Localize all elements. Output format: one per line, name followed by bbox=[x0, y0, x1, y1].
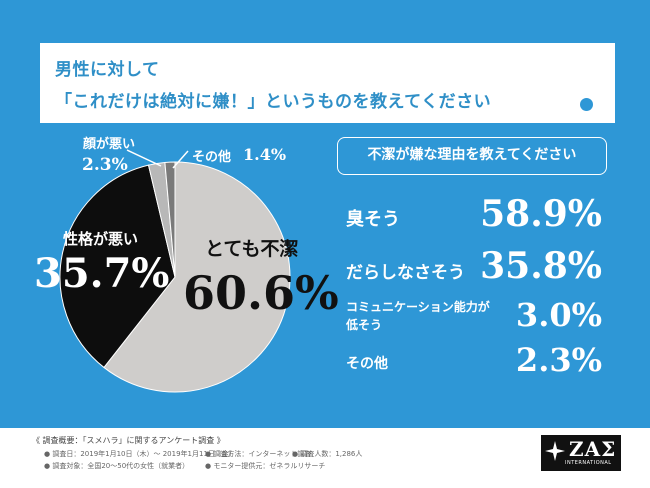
title-box: 男性に対して 「これだけは絶対に嫌！」というものを教えてください bbox=[40, 43, 615, 123]
slice-label-dirty: とても不潔 bbox=[205, 238, 299, 260]
reason-heading: 不潔が嫌な理由を教えてください bbox=[337, 137, 607, 175]
reason-label-communication: コミュニケーション能力が bbox=[346, 300, 490, 314]
slice-label-face: 顔が悪い bbox=[83, 137, 136, 152]
logo-star-icon bbox=[545, 441, 565, 461]
logo-subtext: INTERNATIONAL bbox=[565, 460, 612, 466]
pie-slice-other bbox=[164, 161, 176, 278]
reason-label-other: その他 bbox=[346, 356, 388, 372]
reason-label-sloppy: だらしなさそう bbox=[346, 263, 465, 283]
leader-line-other bbox=[172, 150, 189, 169]
footer-date: ● 調査日：2019年1月10日（木）～ 2019年1月11日（金） bbox=[44, 450, 236, 458]
pie-slice-personality bbox=[59, 164, 176, 369]
reason-value-communication: 3.0% bbox=[515, 296, 602, 334]
company-logo: ZAΣ INTERNATIONAL bbox=[541, 435, 621, 471]
slice-value-face: 2.3% bbox=[82, 155, 128, 175]
title-line-2: 「これだけは絶対に嫌！」というものを教えてください bbox=[55, 92, 492, 112]
slice-label-personality: 性格が悪い bbox=[63, 230, 139, 248]
footer-count: ● 調査人数：1,286人 bbox=[292, 450, 363, 458]
footer-method: ● 調査方法：インターネット調査 bbox=[205, 450, 312, 458]
reason-value-other: 2.3% bbox=[515, 341, 602, 379]
logo-text: ZAΣ bbox=[569, 437, 617, 461]
slice-value-other: 1.4% bbox=[243, 145, 287, 164]
reason-value-smell: 58.9% bbox=[480, 193, 602, 235]
slice-value-personality: 35.7% bbox=[34, 250, 170, 297]
footer-title: 《 調査概要：「スメハラ」に関するアンケート調査 》 bbox=[32, 436, 225, 445]
footer-target: ● 調査対象：全国20〜50代の女性（就業者） bbox=[44, 462, 190, 470]
title-line-1: 男性に対して bbox=[55, 60, 160, 80]
slice-label-other: その他 bbox=[192, 150, 232, 165]
reason-value-sloppy: 35.8% bbox=[480, 245, 602, 287]
reason-label-communication-2: 低そう bbox=[346, 318, 383, 332]
title-dot bbox=[580, 98, 593, 111]
reason-label-smell: 臭そう bbox=[346, 209, 400, 230]
leader-line-face bbox=[126, 149, 162, 167]
pie-slice-dirty bbox=[103, 161, 291, 393]
footer-provider: ● モニター提供元：ゼネラルリサーチ bbox=[205, 462, 326, 470]
slice-value-dirty: 60.6% bbox=[183, 266, 339, 320]
